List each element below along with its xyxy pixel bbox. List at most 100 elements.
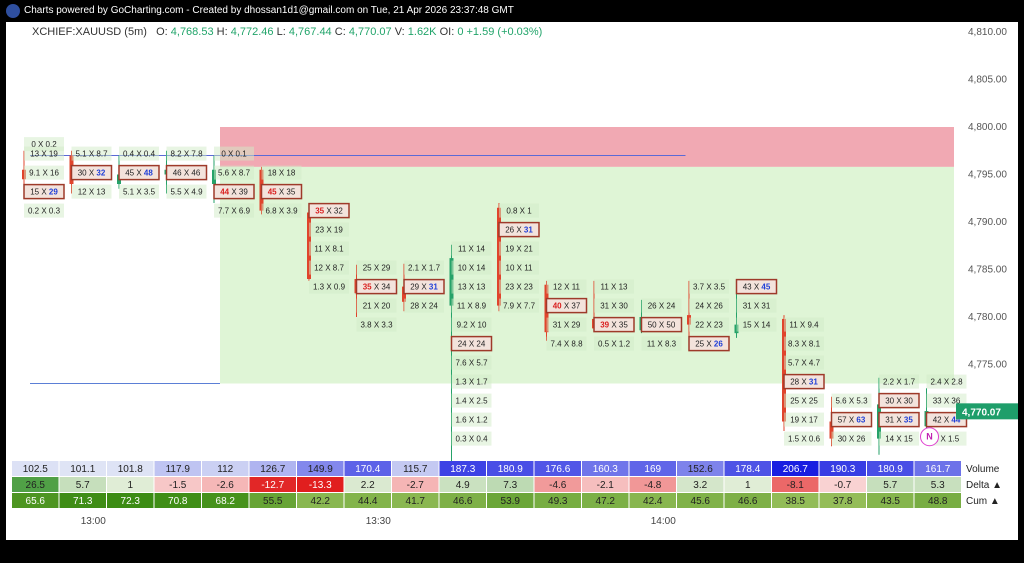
footprint-cell (879, 374, 919, 389)
footprint-cell-text: 5.6 X 8.7 (218, 169, 251, 178)
footprint-cell (499, 279, 539, 294)
footprint-cell-text: 22 X 23 (695, 321, 723, 330)
chart-stage[interactable]: 4,810.00 4,805.00 4,800.00 4,795.00 4,790.00… (6, 22, 1018, 540)
footprint-cell (546, 317, 587, 332)
footprint-chart[interactable]: 4,810.00 4,805.00 4,800.00 4,795.00 4,790.00… (6, 22, 1018, 540)
footprint-bar[interactable]: 43 X 45 31 X 31 15 X 14 (734, 278, 778, 338)
footprint-cell (641, 298, 682, 313)
footprint-cell (784, 431, 824, 446)
ohlc-legend: XCHIEF:XAUUSD (5m) O: 4,768.53 H: 4,772.… (32, 26, 542, 38)
footprint-cell-text: 0.3 X 0.4 (455, 435, 488, 444)
footprint-cell (736, 317, 777, 332)
footprint-cell (689, 317, 729, 332)
footprint-cell-text: 7.9 X 7.7 (503, 302, 536, 311)
footprint-cell (23, 183, 65, 200)
footprint-bar[interactable]: 11 X 13 31 X 30 39 X 35 0.5 X 1.2 (592, 279, 635, 351)
stat-cell (107, 493, 154, 508)
footprint-bar[interactable]: 0 X 0.213 X 19 9.1 X 16 15 X 29 0.2 X 0.3 (22, 137, 65, 218)
footprint-bar[interactable]: 0 X 0.1 5.6 X 8.7 44 X 39 7.7 X 6.9 (212, 146, 255, 218)
footprint-cell-text: 7.6 X 5.7 (455, 359, 488, 368)
footprint-cell-text: 7.4 X 8.8 (550, 340, 583, 349)
footprint-cell-text: 30 X 26 (838, 435, 866, 444)
footprint-bar[interactable]: 11 X 14 10 X 14 13 X 13 11 X 8.9 9.2 X 10 24 … (449, 241, 493, 466)
candle-body (497, 207, 501, 306)
demand-zone[interactable] (220, 166, 954, 384)
footprint-cell-text: 18 X 18 (268, 169, 296, 178)
footprint-bar[interactable]: 25 X 29 35 X 34 21 X 20 3.8 X 3.3 (354, 260, 398, 332)
stat-row-label: Volume (966, 464, 1000, 475)
stat-value: 44.4 (358, 496, 378, 507)
footprint-bar[interactable]: 12 X 11 40 X 37 31 X 29 7.4 X 8.8 (544, 279, 588, 351)
change-value: +1.59 (466, 26, 495, 38)
stat-cell (914, 461, 961, 476)
stat-cell (154, 461, 201, 476)
footprint-cell-text: 35 X 32 (315, 207, 343, 216)
stat-cell (344, 477, 391, 492)
footprint-cell (735, 278, 778, 295)
stat-cell (534, 477, 581, 492)
stat-cell (439, 461, 486, 476)
footprint-bar[interactable]: 0.4 X 0.4 45 X 48 5.1 X 3.5 (117, 146, 160, 199)
supply-zone[interactable] (220, 127, 954, 167)
stat-value: -8.1 (787, 480, 805, 491)
stat-cell (867, 477, 914, 492)
footprint-bar[interactable]: 11 X 9.4 8.3 X 8.1 5.7 X 4.7 28 X 31 25 X 25… (782, 315, 825, 446)
stat-value: -2.7 (407, 480, 425, 491)
footprint-cell-text: 12 X 11 (553, 283, 581, 292)
price-axis[interactable] (954, 22, 1018, 540)
footprint-bar[interactable]: 0.8 X 1 26 X 31 19 X 21 10 X 11 23 X 23 7.9 X… (497, 203, 540, 313)
footprint-cell-text: 1.4 X 2.5 (455, 397, 488, 406)
footprint-cell-text: 0.4 X 0.4 (123, 150, 156, 159)
footprint-cell (404, 260, 444, 275)
stat-cell (297, 461, 344, 476)
footprint-bar[interactable]: 8.2 X 7.8 46 X 46 5.5 X 4.9 (164, 146, 208, 199)
footprint-cell (261, 165, 302, 180)
footprint-cell-text: 21 X 20 (363, 302, 391, 311)
footprint-bar[interactable]: 35 X 32 23 X 19 11 X 8.1 12 X 8.7 1.3 X 0.9 (307, 202, 350, 294)
stat-cell (534, 493, 581, 508)
stat-cell (154, 477, 201, 492)
stat-value: 49.3 (548, 496, 568, 507)
footprint-cell (499, 298, 539, 313)
stat-value: -1.5 (169, 480, 187, 491)
footprint-bar[interactable]: 3.7 X 3.5 24 X 26 22 X 23 25 X 26 (687, 279, 730, 352)
bottom-bar (0, 540, 1024, 563)
footprint-cell (783, 373, 825, 390)
footprint-cell-text: 10 X 11 (506, 264, 534, 273)
stat-cell (59, 493, 106, 508)
footprint-bar[interactable]: 5.1 X 8.7 30 X 32 12 X 13 (69, 146, 113, 199)
footprint-cell-text: 15 X 14 (743, 321, 771, 330)
stat-cell (12, 461, 59, 476)
footprint-cell-text: 5.1 X 8.7 (75, 150, 108, 159)
footprint-cell (214, 165, 254, 180)
footprint-cell (71, 146, 112, 161)
stat-cell (677, 477, 724, 492)
footprint-cell (593, 316, 635, 333)
stat-cell (107, 477, 154, 492)
footprint-cell-text: 42 X 44 (933, 416, 961, 425)
stat-cell (392, 493, 439, 508)
footprint-bar[interactable]: 2.1 X 1.7 29 X 31 28 X 24 (402, 260, 445, 313)
footprint-bar[interactable]: 26 X 24 50 X 50 11 X 8.3 (639, 298, 683, 351)
stat-row-label: Cum ▲ (966, 496, 1000, 507)
footprint-cell-text: 7.7 X 6.9 (218, 207, 251, 216)
footprint-bar[interactable]: 2.2 X 1.7 30 X 30 31 X 35 14 X 15 (877, 374, 920, 455)
news-marker-icon[interactable] (920, 427, 939, 447)
footprint-cell (309, 260, 349, 275)
stat-value: 149.9 (308, 464, 333, 475)
stat-value: 37.8 (833, 496, 853, 507)
footprint-cell (403, 278, 445, 295)
footprint-cell-text: 9.1 X 16 (29, 169, 59, 178)
stat-value: 176.6 (545, 464, 570, 475)
stat-cell (724, 461, 771, 476)
stat-value: 48.8 (928, 496, 948, 507)
footprint-cell-text: 2.2 X 1.7 (883, 378, 916, 387)
footprint-cell (70, 164, 113, 181)
stat-value: 170.4 (355, 464, 380, 475)
footprint-cell (451, 374, 492, 389)
stat-value: 101.1 (70, 464, 95, 475)
footprint-bar[interactable]: 18 X 18 45 X 35 6.8 X 3.9 (259, 165, 303, 218)
footprint-bar[interactable]: 5.6 X 5.3 57 X 63 30 X 26 (829, 393, 873, 447)
stat-value: 206.7 (783, 464, 808, 475)
symbol-label[interactable]: XCHIEF:XAUUSD (5m) (32, 26, 147, 38)
